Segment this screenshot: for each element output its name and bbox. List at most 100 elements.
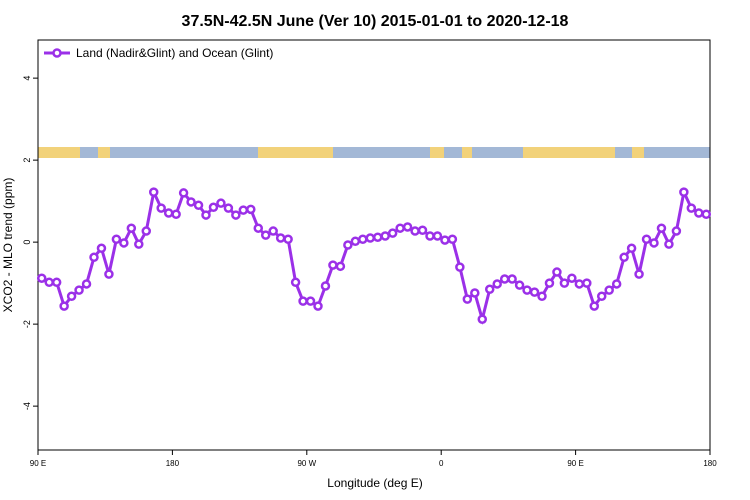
data-point	[574, 279, 585, 289]
y-tick-label: -2	[22, 320, 32, 328]
data-point	[395, 223, 405, 233]
data-point	[134, 239, 144, 249]
x-tick-label: 90 W	[297, 459, 316, 468]
data-point	[372, 232, 383, 242]
data-point	[156, 203, 166, 213]
data-point	[656, 223, 667, 233]
x-tick-label: 180	[703, 459, 717, 468]
data-point	[81, 279, 92, 289]
data-point	[626, 243, 637, 254]
map-strip	[38, 147, 710, 158]
data-point	[208, 202, 219, 213]
data-point	[51, 277, 62, 288]
land-strip	[430, 147, 444, 158]
x-tick-label: 90 E	[567, 459, 583, 468]
data-point	[201, 210, 211, 220]
data-point	[455, 262, 465, 272]
data-point	[425, 231, 435, 241]
data-point	[596, 291, 607, 301]
x-tick-label: 180	[166, 459, 180, 468]
data-point	[253, 223, 264, 233]
data-point	[694, 208, 704, 218]
data-point	[417, 225, 428, 235]
data-point	[611, 279, 622, 289]
data-point	[275, 233, 286, 243]
data-point	[36, 273, 47, 283]
data-point	[440, 235, 450, 245]
land-strip	[632, 147, 644, 158]
data-point	[126, 223, 137, 233]
data-point	[507, 274, 517, 284]
y-tick-label: -4	[22, 402, 32, 410]
data-point	[582, 278, 592, 288]
land-strip	[38, 147, 80, 158]
data-point	[268, 226, 278, 236]
data-point	[484, 284, 495, 295]
data-point	[141, 226, 152, 236]
data-point	[432, 231, 443, 241]
y-tick-label: 4	[22, 76, 32, 81]
data-point	[44, 277, 54, 288]
data-point	[320, 281, 331, 291]
data-point	[328, 260, 338, 270]
data-point	[171, 209, 181, 219]
data-point	[186, 197, 196, 207]
land-strip	[462, 147, 472, 158]
data-point	[231, 210, 241, 220]
data-point	[96, 243, 107, 254]
data-point	[148, 187, 159, 197]
data-point	[544, 278, 555, 288]
data-point	[567, 273, 577, 283]
data-point	[604, 285, 614, 295]
data-point	[410, 226, 420, 236]
data-point	[260, 230, 271, 240]
legend-marker	[52, 48, 62, 58]
data-point	[514, 280, 525, 290]
data-point	[335, 261, 346, 272]
data-point	[529, 287, 540, 297]
data-point	[246, 204, 256, 215]
data-point	[216, 198, 226, 208]
data-point	[671, 226, 682, 236]
data-point	[686, 203, 697, 213]
data-point	[223, 203, 234, 213]
plot-frame	[37, 39, 711, 451]
data-point	[537, 291, 547, 301]
data-point	[701, 209, 712, 219]
x-axis-label: Longitude (deg E)	[327, 476, 422, 490]
data-point	[350, 236, 361, 247]
data-point	[649, 238, 659, 248]
data-point	[89, 252, 99, 263]
legend-label: Land (Nadir&Glint) and Ocean (Glint)	[76, 46, 273, 60]
y-tick-label: 0	[22, 240, 32, 245]
data-point	[119, 238, 129, 248]
data-point	[589, 301, 600, 311]
land-strip	[523, 147, 615, 158]
data-point	[111, 234, 122, 245]
data-point	[402, 222, 413, 232]
data-point	[679, 187, 689, 197]
data-point	[343, 240, 353, 250]
y-axis-label: XCO2 - MLO trend (ppm)	[1, 178, 15, 313]
data-point	[470, 288, 480, 298]
data-point	[290, 277, 301, 288]
data-point	[522, 285, 532, 295]
data-point	[447, 234, 458, 245]
chart-title: 37.5N-42.5N June (Ver 10) 2015-01-01 to …	[182, 13, 569, 30]
data-point	[163, 208, 174, 218]
data-point	[193, 200, 204, 210]
data-point	[74, 285, 84, 295]
data-point	[462, 294, 473, 304]
data-point	[59, 301, 69, 311]
data-point	[664, 239, 674, 249]
data-point	[387, 228, 398, 238]
ocean-strip	[38, 147, 710, 158]
data-point	[492, 279, 502, 289]
data-point	[283, 234, 293, 245]
data-point	[559, 278, 570, 288]
data-point	[298, 296, 308, 306]
data-point	[104, 269, 114, 279]
data-point	[66, 291, 77, 301]
